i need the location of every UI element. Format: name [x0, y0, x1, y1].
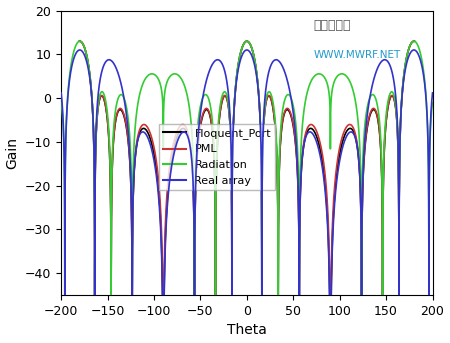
- Y-axis label: Gain: Gain: [5, 137, 19, 169]
- Text: WWW.MWRF.NET: WWW.MWRF.NET: [314, 50, 401, 60]
- Text: 微波射频网: 微波射频网: [314, 19, 351, 32]
- Legend: Floquent_Port, PML, Radiation, Real array: Floquent_Port, PML, Radiation, Real arra…: [159, 123, 275, 190]
- X-axis label: Theta: Theta: [227, 323, 267, 338]
